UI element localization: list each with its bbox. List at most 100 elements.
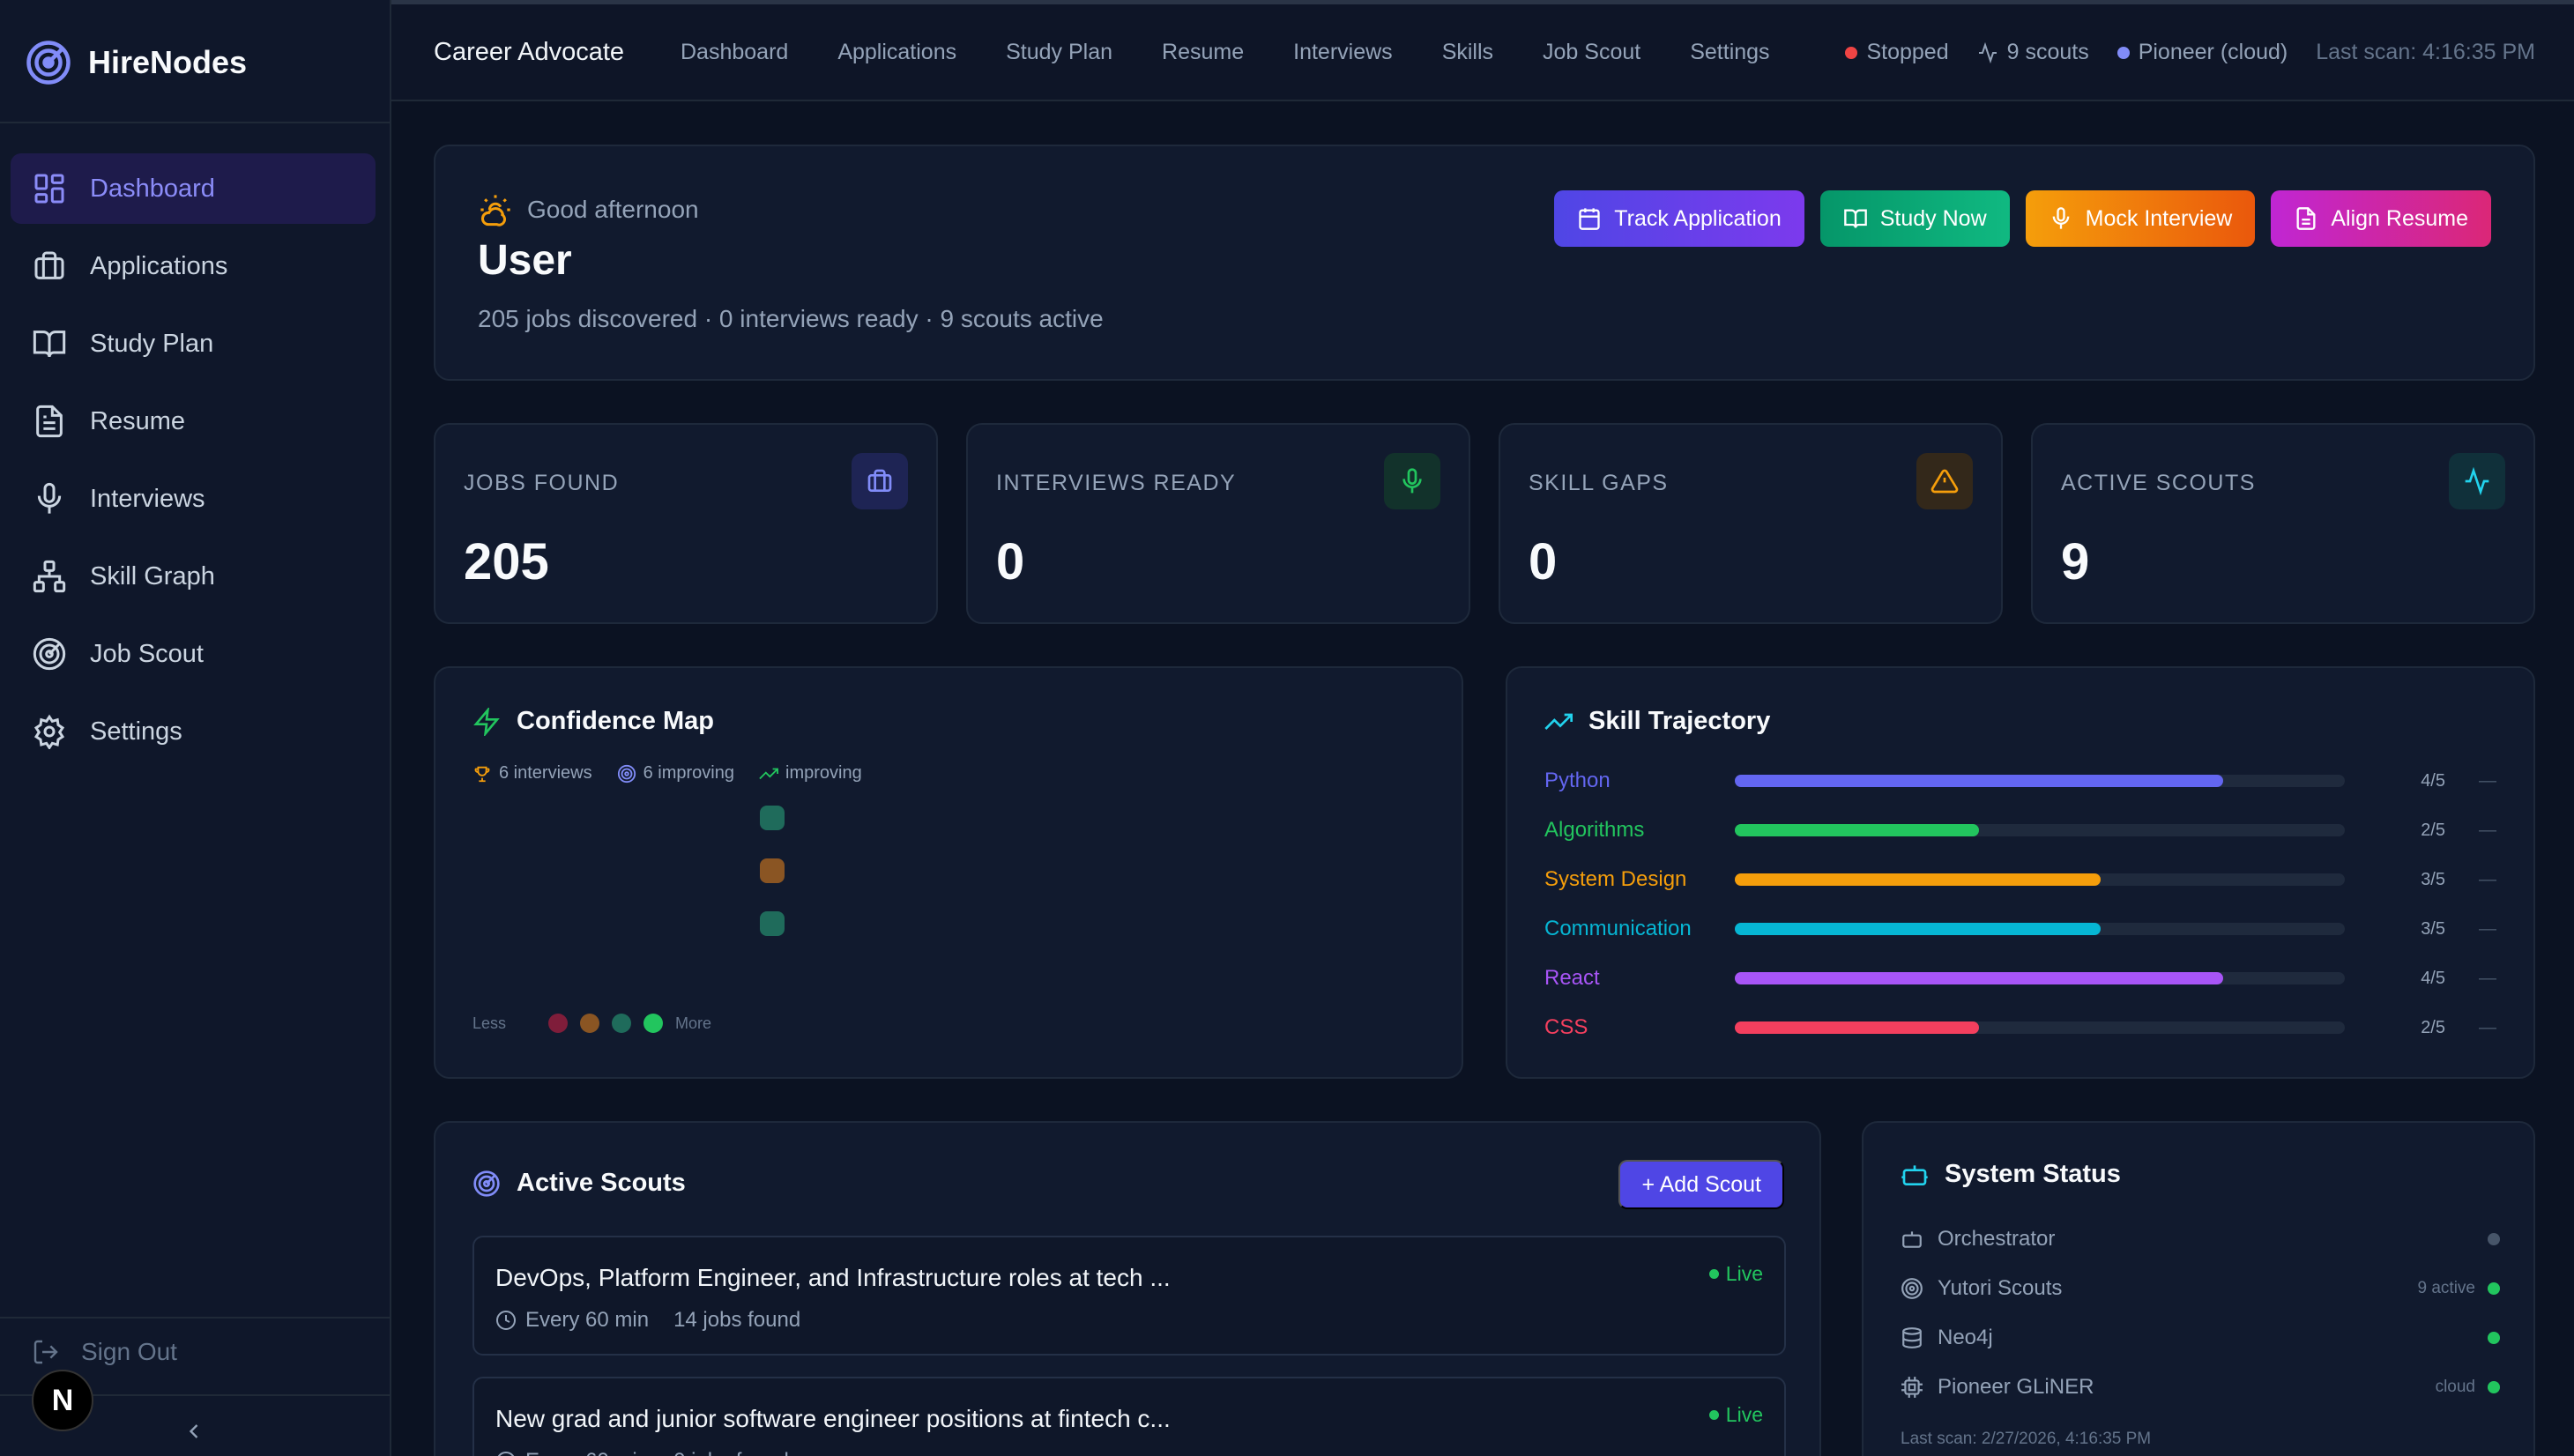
top-bar: Career Advocate Dashboard Applications S… <box>391 4 2574 101</box>
legend-label: 6 interviews <box>499 763 592 783</box>
system-title: System Status <box>1945 1160 2121 1188</box>
trajectory-row[interactable]: Python 4/5 — <box>1544 763 2505 799</box>
heatmap-cell[interactable] <box>760 858 785 883</box>
activity-icon <box>2449 453 2505 509</box>
sidebar-item-interviews[interactable]: Interviews <box>11 464 376 534</box>
target-icon <box>617 764 636 783</box>
activity-icon <box>1978 41 1997 63</box>
skill-bar-track <box>1735 824 2345 836</box>
topnav-settings[interactable]: Settings <box>1690 40 1770 64</box>
engine-status: Pioneer (cloud) <box>2116 40 2288 65</box>
sidebar-item-dashboard[interactable]: Dashboard <box>11 153 376 224</box>
skill-score: 3/5 <box>2421 918 2445 939</box>
scout-meta: Every 60 min 0 jobs found <box>495 1449 789 1456</box>
scout-item[interactable]: DevOps, Platform Engineer, and Infrastru… <box>472 1236 1786 1356</box>
sign-out-button[interactable]: Sign Out <box>32 1338 177 1366</box>
topnav-study-plan[interactable]: Study Plan <box>1006 40 1113 64</box>
brand[interactable]: HireNodes <box>25 39 247 86</box>
topnav-dashboard[interactable]: Dashboard <box>681 40 789 64</box>
status-dot <box>1708 1410 1719 1420</box>
button-label: Track Application <box>1614 205 1782 231</box>
scout-status: Live <box>1708 1403 1763 1427</box>
scout-item[interactable]: New grad and junior software engineer po… <box>472 1377 1786 1456</box>
sidebar-item-job-scout[interactable]: Job Scout <box>11 619 376 689</box>
stat-interviews-ready: INTERVIEWS READY 0 <box>966 423 1470 624</box>
status-dot <box>1708 1269 1719 1279</box>
align-resume-button[interactable]: Align Resume <box>2271 190 2491 247</box>
add-scout-button[interactable]: + Add Scout <box>1618 1160 1784 1209</box>
trajectory-row[interactable]: Algorithms 2/5 — <box>1544 813 2505 848</box>
document-icon <box>2296 207 2316 230</box>
sidebar-item-label: Dashboard <box>90 174 215 203</box>
scale-swatch <box>644 1014 664 1033</box>
greeting-line: Good afternoon <box>478 192 699 227</box>
trajectory-row[interactable]: Communication 3/5 — <box>1544 911 2505 947</box>
logout-icon <box>33 1340 58 1364</box>
confidence-legend: 6 interviews 6 improving improving <box>472 763 862 784</box>
status-dot <box>2488 1332 2500 1344</box>
heatmap-cell[interactable] <box>760 806 785 830</box>
dev-badge[interactable]: N <box>32 1370 93 1431</box>
topnav-skills[interactable]: Skills <box>1441 40 1494 64</box>
scout-found: 0 jobs found <box>673 1449 789 1456</box>
skill-score: 3/5 <box>2421 869 2445 889</box>
skill-trajectory-card: Skill Trajectory Python 4/5 — Algorithms 2/5… <box>1506 666 2535 1079</box>
skill-name: Python <box>1544 769 1611 792</box>
sign-out-label: Sign Out <box>81 1338 177 1365</box>
sidebar-item-label: Study Plan <box>90 329 214 358</box>
sidebar-item-study-plan[interactable]: Study Plan <box>11 308 376 379</box>
warning-icon <box>1916 453 1973 509</box>
chevron-left-icon <box>189 1424 198 1438</box>
skill-bar-track <box>1735 775 2345 787</box>
briefcase-icon <box>852 453 908 509</box>
greeting-card: Good afternoon User 205 jobs discovered … <box>434 145 2535 381</box>
clock-icon <box>497 1452 515 1456</box>
scouts-title: Active Scouts <box>517 1169 686 1197</box>
panel-title: Skill Trajectory <box>1544 707 1770 736</box>
sidebar-item-label: Job Scout <box>90 639 204 668</box>
app-title: Career Advocate <box>434 38 625 66</box>
collapse-sidebar-button[interactable] <box>182 1419 206 1448</box>
sidebar-item-settings[interactable]: Settings <box>11 696 376 767</box>
scout-title: New grad and junior software engineer po… <box>495 1405 1171 1432</box>
stat-label: SKILL GAPS <box>1529 471 1669 495</box>
topnav-applications[interactable]: Applications <box>837 40 957 64</box>
microphone-icon <box>37 482 62 514</box>
panel-title: Active Scouts <box>472 1169 686 1198</box>
topnav-interviews[interactable]: Interviews <box>1293 40 1393 64</box>
track-application-button[interactable]: Track Application <box>1554 190 1804 247</box>
greeting-name: User <box>478 237 572 284</box>
trajectory-title: Skill Trajectory <box>1588 707 1771 735</box>
book-icon <box>1843 209 1867 228</box>
legend-trend: improving <box>759 763 862 784</box>
skill-bar-fill <box>1735 1021 1979 1034</box>
stat-label: INTERVIEWS READY <box>996 471 1237 495</box>
topnav-job-scout[interactable]: Job Scout <box>1543 40 1641 64</box>
heatmap-cell[interactable] <box>760 911 785 936</box>
sidebar-item-skill-graph[interactable]: Skill Graph <box>11 541 376 612</box>
scale-swatch <box>612 1014 632 1033</box>
skill-bar-track <box>1735 923 2345 935</box>
trajectory-row[interactable]: CSS 2/5 — <box>1544 1010 2505 1045</box>
trajectory-row[interactable]: System Design 3/5 — <box>1544 862 2505 897</box>
system-row-label-wrap: Orchestrator <box>1901 1227 2488 1252</box>
trajectory-row[interactable]: React 4/5 — <box>1544 961 2505 996</box>
button-label: Study Now <box>1879 205 1987 231</box>
confidence-map-card: Confidence Map 6 interviews 6 improving … <box>434 666 1463 1079</box>
system-row-label: Pioneer GLiNER <box>1938 1375 2094 1399</box>
study-now-button[interactable]: Study Now <box>1819 190 2010 247</box>
brand-name: HireNodes <box>88 44 248 80</box>
system-status-card: System Status Orchestrator Yutori Scouts… <box>1862 1121 2535 1456</box>
button-label: Mock Interview <box>2085 205 2233 231</box>
scout-frequency: Every 60 min <box>525 1308 650 1332</box>
legend-label: 6 improving <box>643 763 734 783</box>
system-row-extra: cloud <box>2435 1378 2475 1396</box>
skill-name: CSS <box>1544 1015 1588 1039</box>
stat-label: ACTIVE SCOUTS <box>2061 471 2256 495</box>
mock-interview-button[interactable]: Mock Interview <box>2025 190 2256 247</box>
sidebar-item-applications[interactable]: Applications <box>11 231 376 301</box>
topnav-resume[interactable]: Resume <box>1162 40 1245 64</box>
sidebar-item-resume[interactable]: Resume <box>11 386 376 457</box>
scout-meta: Every 60 min 14 jobs found <box>495 1308 800 1333</box>
skill-bar-fill <box>1735 775 2223 787</box>
